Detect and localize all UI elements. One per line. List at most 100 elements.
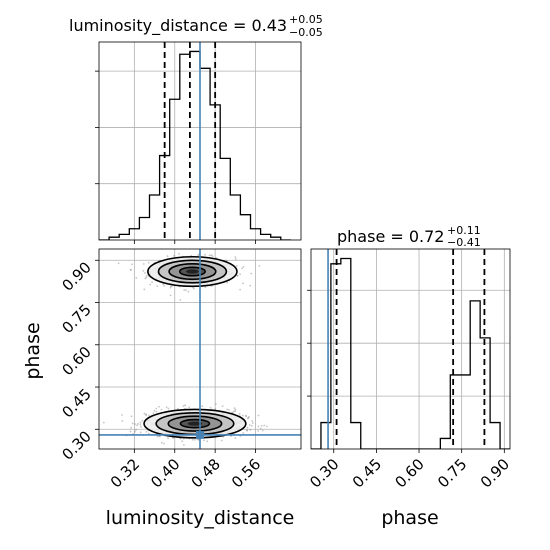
- sample-point: [130, 268, 132, 271]
- sample-point: [153, 409, 156, 412]
- sample-point: [208, 254, 211, 257]
- sample-point: [177, 407, 179, 410]
- sample-point: [242, 282, 244, 285]
- sample-point: [241, 267, 244, 270]
- sample-point: [246, 426, 249, 429]
- sample-point: [257, 425, 260, 428]
- sample-point: [134, 423, 137, 425]
- density-fill: [186, 269, 199, 274]
- sample-point: [172, 437, 174, 439]
- x-axis-label-left: luminosity_distance: [106, 507, 295, 529]
- y-tick-label: 0.60: [58, 343, 94, 379]
- sample-point: [209, 406, 212, 409]
- x-tick-label: 0.32: [107, 455, 143, 491]
- luminosity-distance-histogram: [99, 42, 291, 240]
- sample-point: [163, 285, 166, 287]
- sample-point: [257, 430, 260, 432]
- sample-point: [156, 435, 159, 438]
- sample-point: [158, 435, 161, 438]
- phase-histogram-panel: 0.30 0.45 0.60 0.75 0.90 phase = 0.72 +0.11 …: [306, 224, 513, 491]
- y-tick-label: 0.45: [58, 385, 94, 421]
- histogram-step: [99, 50, 291, 240]
- joint-ticks: 0.32 0.40 0.48 0.56 0.30 0.45 0.60 0.75 0.90: [58, 258, 264, 491]
- sample-point: [147, 432, 150, 435]
- sample-point: [249, 284, 252, 287]
- sample-point: [242, 432, 245, 434]
- x-tick-label: 0.30: [306, 455, 342, 491]
- sample-point: [143, 412, 146, 415]
- joint-density: [99, 249, 301, 449]
- histogram-bar: [220, 158, 230, 240]
- sample-point: [102, 421, 105, 424]
- sample-point: [139, 431, 142, 434]
- sample-point: [145, 414, 148, 417]
- sample-point: [236, 275, 239, 277]
- x-tick-label: 0.90: [477, 455, 513, 491]
- sample-point: [152, 412, 155, 414]
- sample-point: [145, 276, 148, 279]
- sample-point: [246, 429, 248, 432]
- sample-point: [246, 417, 249, 420]
- density-contour: [157, 259, 228, 284]
- sample-point: [187, 290, 190, 293]
- sample-point: [247, 417, 250, 419]
- sample-point: [220, 439, 223, 442]
- sample-point: [234, 408, 237, 411]
- sample-point: [129, 430, 132, 433]
- sample-point: [147, 261, 150, 264]
- sample-point: [259, 427, 262, 430]
- histogram-bar: [190, 51, 200, 240]
- x-tick-label: 0.60: [392, 455, 428, 491]
- sample-point: [179, 299, 182, 301]
- sample-point: [134, 430, 136, 433]
- truth-marker: [196, 430, 204, 439]
- joint-density-panel: 0.32 0.40 0.48 0.56 0.30 0.45 0.60 0.75 0.90: [58, 248, 302, 491]
- sample-point: [204, 253, 206, 256]
- sample-point: [266, 425, 268, 428]
- histogram-bar: [470, 301, 480, 449]
- sample-point: [206, 440, 209, 443]
- sample-point: [142, 263, 145, 265]
- sample-point: [130, 426, 132, 429]
- sample-point: [144, 272, 146, 274]
- sample-point: [239, 288, 242, 291]
- sample-point: [232, 410, 235, 413]
- sample-point: [139, 421, 142, 424]
- density-contour: [178, 266, 206, 277]
- x-axis-label-right: phase: [381, 507, 438, 529]
- x-tick-label: 0.48: [188, 455, 224, 491]
- sample-point: [169, 294, 172, 297]
- sample-point: [226, 281, 229, 284]
- histogram-bar: [450, 375, 460, 449]
- histogram-bar: [440, 438, 450, 449]
- sample-point: [245, 415, 248, 418]
- sample-point: [233, 407, 236, 409]
- sample-point: [185, 289, 187, 291]
- sample-point: [246, 429, 249, 431]
- histogram-bar: [150, 195, 160, 240]
- sample-point: [191, 438, 194, 441]
- sample-point: [155, 410, 158, 413]
- sample-point: [135, 429, 137, 431]
- histogram-bar: [230, 195, 240, 240]
- sample-point: [249, 429, 252, 431]
- luminosity-distance-title: luminosity_distance = 0.43: [69, 16, 287, 36]
- sample-point: [192, 287, 195, 290]
- sample-point: [214, 408, 217, 411]
- y-tick-label: 0.30: [58, 427, 94, 463]
- sample-point: [145, 274, 148, 277]
- sample-point: [163, 442, 166, 445]
- sample-point: [156, 285, 159, 287]
- sample-point: [234, 437, 237, 439]
- sample-point: [151, 281, 154, 283]
- y-axis-label: phase: [22, 322, 44, 379]
- luminosity-distance-histogram-panel: luminosity_distance = 0.43 +0.05 −0.05: [69, 13, 323, 244]
- sample-point: [197, 438, 200, 441]
- sample-point: [136, 424, 138, 427]
- sample-point: [197, 254, 200, 256]
- histogram-bar: [139, 217, 149, 240]
- sample-point: [165, 406, 168, 409]
- sample-point: [203, 439, 205, 442]
- sample-point: [221, 405, 224, 407]
- histogram-bar: [351, 423, 361, 449]
